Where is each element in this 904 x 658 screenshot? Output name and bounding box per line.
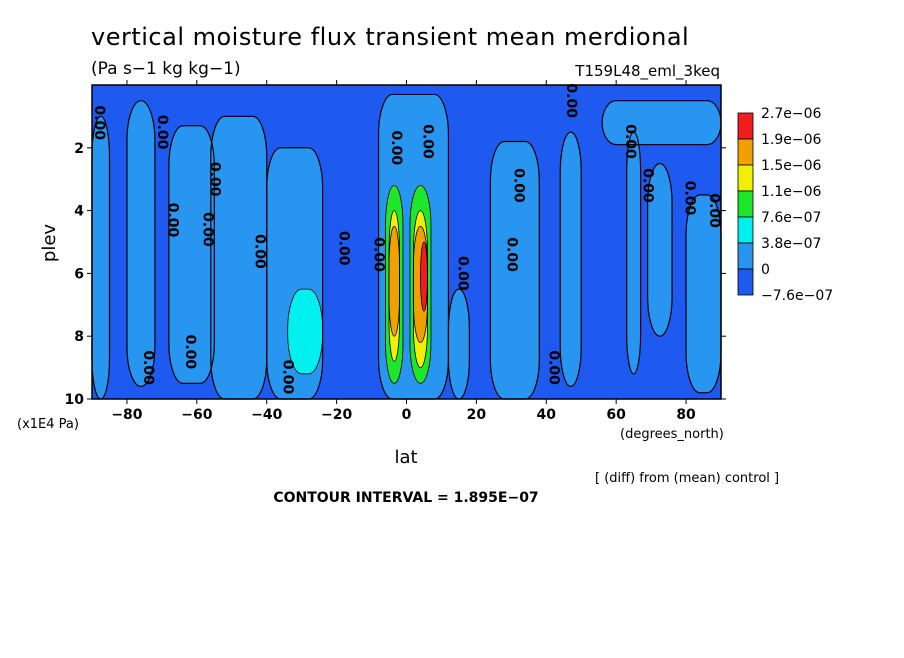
contour-label: 0.00 xyxy=(91,105,107,140)
x-axis-label: lat xyxy=(394,447,417,468)
x-tick-label: 40 xyxy=(537,407,557,423)
legend-label: 1.5e−06 xyxy=(761,158,822,174)
legend-label: 1.1e−06 xyxy=(761,184,822,200)
x-unit-label: (degrees_north) xyxy=(620,427,724,442)
legend-swatch xyxy=(737,242,754,270)
contour-label: 0.00 xyxy=(371,237,387,272)
contour-label: 0.00 xyxy=(206,162,222,197)
contour-line xyxy=(126,100,156,388)
x-tick-label: 20 xyxy=(467,407,487,423)
legend-swatch xyxy=(737,268,754,296)
contour-band xyxy=(647,163,673,337)
contour-label: 0.00 xyxy=(640,168,656,203)
contour-label: 0.00 xyxy=(682,181,698,216)
chart-subtitle: (Pa s−1 kg kg−1) xyxy=(91,59,241,79)
legend-label: 2.7e−06 xyxy=(761,106,822,122)
chart-title: vertical moisture flux transient mean me… xyxy=(91,23,689,51)
contour-label: 0.00 xyxy=(154,115,170,150)
contour-band xyxy=(602,100,721,145)
contour-band xyxy=(448,289,470,399)
x-tick-label: 60 xyxy=(606,407,626,423)
contour-label: 0.00 xyxy=(706,193,722,228)
contour-line xyxy=(385,185,404,384)
contour-label: 0.00 xyxy=(280,360,296,395)
contour-line xyxy=(626,131,642,375)
contour-line xyxy=(559,131,582,388)
legend-label: 3.8e−07 xyxy=(761,236,821,252)
x-tick-label: 80 xyxy=(676,407,696,423)
x-tick-label: −20 xyxy=(321,407,352,423)
contour-band xyxy=(389,226,400,337)
contour-label: 0.00 xyxy=(140,350,156,385)
contour-label: 0.00 xyxy=(510,168,526,203)
contour-band xyxy=(560,132,582,387)
contour-line xyxy=(388,225,400,337)
contour-label: 0.00 xyxy=(388,131,404,166)
contour-band xyxy=(420,242,428,312)
contour-label: 0.00 xyxy=(419,124,435,159)
contour-band xyxy=(686,194,721,393)
contour-band xyxy=(168,125,215,384)
x-tick-label: −80 xyxy=(111,407,142,423)
contour-band xyxy=(626,132,641,374)
contour-band xyxy=(126,100,155,387)
contour-label: 0.00 xyxy=(336,231,352,266)
y-tick-label: 2 xyxy=(74,141,84,157)
contour-label: 0.00 xyxy=(182,335,198,370)
contour-line xyxy=(420,241,428,312)
contour-line xyxy=(287,288,324,375)
color-legend: 2.7e−06 1.9e−06 1.5e−06 1.1e−06 7.6e−07 3.8e−… xyxy=(737,106,833,304)
legend-swatch xyxy=(737,190,754,218)
contour-label: 0.00 xyxy=(622,124,638,159)
legend-swatch xyxy=(737,138,754,166)
y-tick-label: 8 xyxy=(74,329,84,345)
run-id: T159L48_eml_3keq xyxy=(574,62,720,81)
legend-swatch xyxy=(737,216,754,244)
x-tick-label: −60 xyxy=(181,407,212,423)
y-tick-label: 6 xyxy=(74,266,84,282)
legend-label: 7.6e−07 xyxy=(761,210,821,226)
contour-label: 0.00 xyxy=(545,350,561,385)
contour-label: 0.00 xyxy=(563,83,579,118)
contour-label: 0.00 xyxy=(252,234,268,269)
contour-band xyxy=(490,141,540,399)
diff-note: [ (diff) from (mean) control ] xyxy=(595,471,779,486)
contour-label: 0.00 xyxy=(199,212,215,247)
x-tick-label: −40 xyxy=(251,407,282,423)
legend-swatch xyxy=(737,112,754,140)
contour-label: 0.00 xyxy=(164,203,180,238)
plot-area: 0.000.000.000.000.000.000.000.000.000.00… xyxy=(91,83,722,400)
contour-line xyxy=(647,162,673,337)
contour-label: 0.00 xyxy=(503,237,519,272)
y-tick-label: 10 xyxy=(65,392,85,408)
contour-label: 0.00 xyxy=(454,256,470,291)
contour-band xyxy=(92,116,110,400)
contour-line xyxy=(409,185,432,384)
legend-label: 0 xyxy=(761,262,770,278)
x-tick-label: 0 xyxy=(402,407,412,423)
contour-line xyxy=(168,125,215,384)
y-axis-label: plev xyxy=(39,224,60,263)
contour-band xyxy=(287,289,323,374)
legend-label: 1.9e−06 xyxy=(761,132,822,148)
y-unit-label: (x1E4 Pa) xyxy=(17,417,79,432)
contour-band xyxy=(210,116,267,400)
contour-interval: CONTOUR INTERVAL = 1.895E−07 xyxy=(273,490,538,506)
legend-label: −7.6e−07 xyxy=(761,288,833,304)
legend-swatch xyxy=(737,164,754,192)
y-tick-label: 4 xyxy=(74,204,84,220)
